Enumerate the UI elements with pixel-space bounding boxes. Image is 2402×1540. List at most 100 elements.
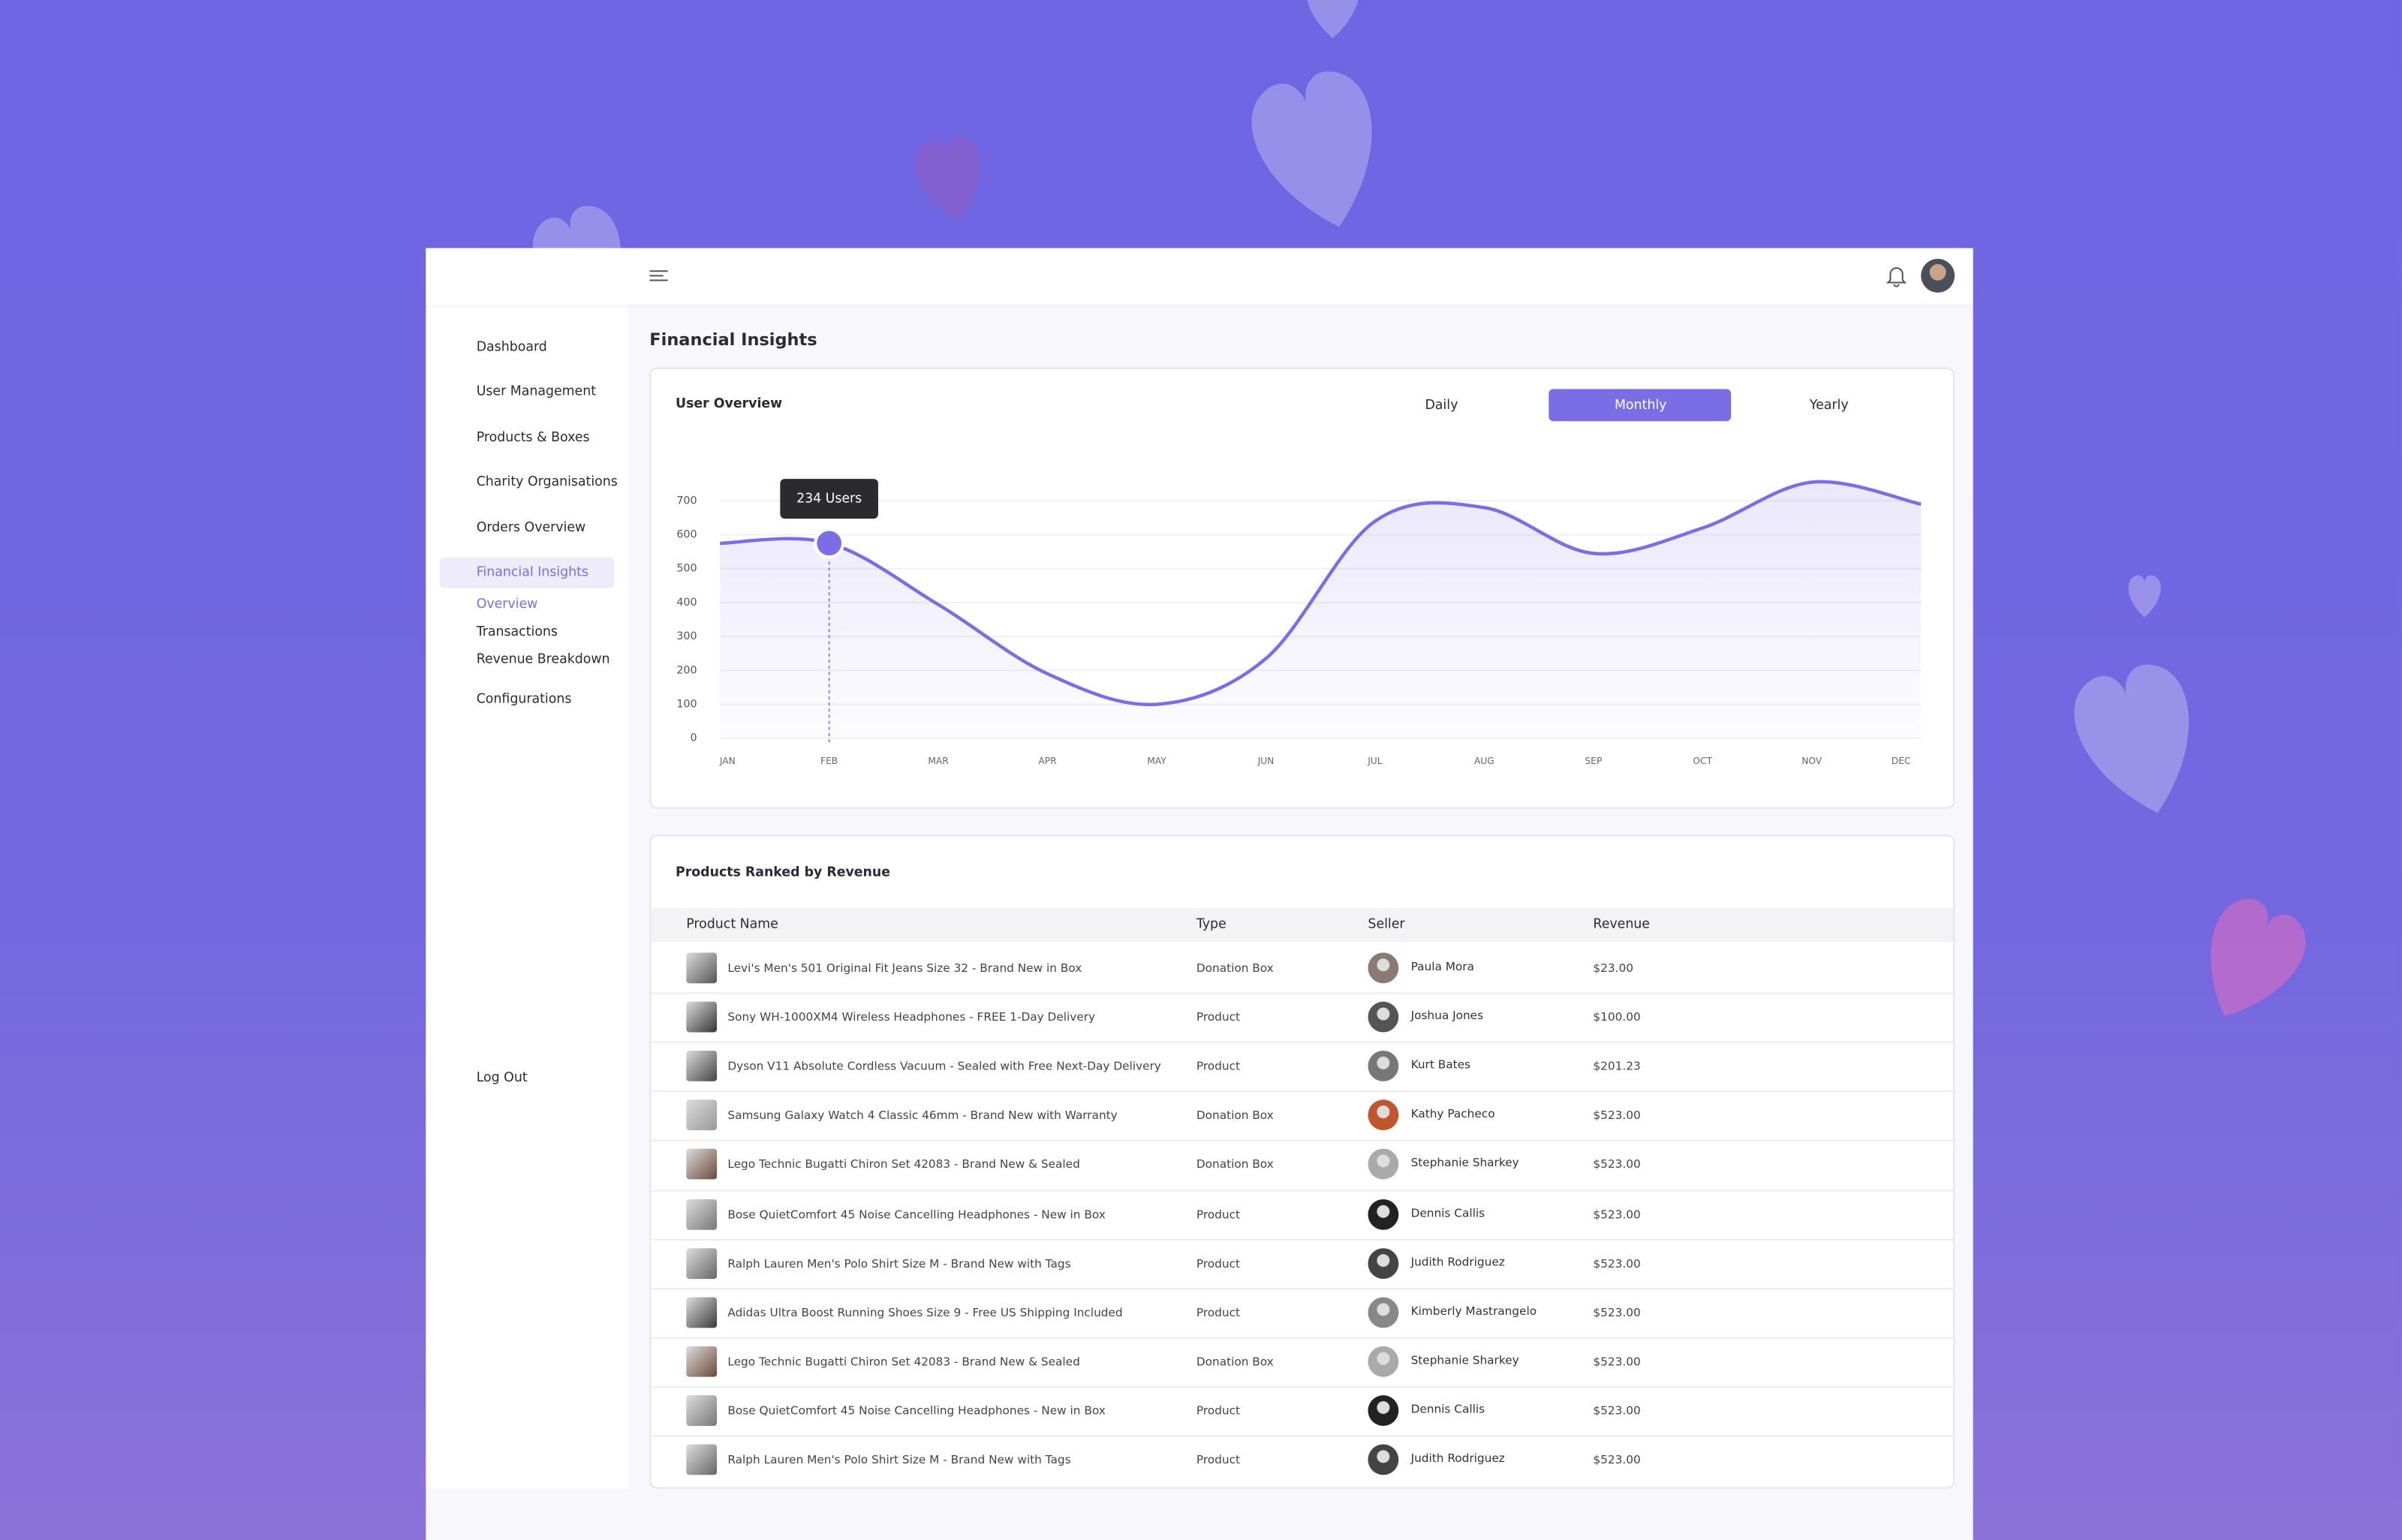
product-type: Donation Box	[1196, 1108, 1274, 1123]
product-name: Sony WH-1000XM4 Wireless Headphones - FR…	[727, 1010, 1096, 1024]
table-header-bg	[651, 908, 1954, 943]
seller-avatar	[1368, 1099, 1399, 1131]
product-thumbnail	[686, 1001, 718, 1033]
row-divider	[651, 1435, 1954, 1437]
seller-avatar	[1368, 1394, 1399, 1426]
seller-avatar	[1368, 1444, 1399, 1475]
seller-avatar	[1368, 1296, 1399, 1328]
sidebar: Dashboard User Management Products & Boxes…	[426, 248, 628, 1489]
product-thumbnail	[686, 1149, 718, 1181]
seller-name: Kimberly Mastrangelo	[1410, 1304, 1537, 1318]
product-name: Bose QuietComfort 45 Noise Cancelling He…	[727, 1207, 1106, 1221]
tooltip-bg	[780, 479, 878, 519]
seller-avatar	[1368, 1247, 1399, 1279]
product-name: Lego Technic Bugatti Chiron Set 42083 - …	[727, 1354, 1080, 1369]
column-header: Product Name	[686, 917, 778, 933]
subnav-item[interactable]: Transactions	[476, 624, 558, 641]
row-divider	[651, 1238, 1954, 1241]
tooltip: 234 Users	[796, 492, 862, 507]
page-title: Financial Insights	[649, 329, 817, 350]
product-type: Product	[1196, 1010, 1240, 1024]
y-tick-label: 300	[676, 630, 697, 642]
product-thumbnail	[686, 1247, 718, 1279]
product-name: Levi's Men's 501 Original Fit Jeans Size…	[727, 961, 1082, 975]
nav-item[interactable]: Orders Overview	[476, 520, 586, 537]
product-thumbnail	[686, 1444, 718, 1475]
table-card: Products Ranked by Revenue Product Name T…	[649, 835, 1955, 1489]
subnav-item[interactable]: Revenue Breakdown	[476, 652, 610, 668]
seller-name: Joshua Jones	[1410, 1009, 1484, 1023]
seller-name: Stephanie Sharkey	[1410, 1156, 1519, 1170]
revenue: $523.00	[1593, 1207, 1641, 1221]
x-tick-label: AUG	[1474, 756, 1494, 766]
tab[interactable]: Monthly	[1614, 397, 1667, 413]
row-divider	[651, 992, 1954, 994]
row-divider	[651, 1189, 1954, 1191]
product-thumbnail	[686, 1346, 718, 1377]
product-name: Bose QuietComfort 45 Noise Cancelling He…	[727, 1403, 1106, 1418]
product-type: Product	[1196, 1452, 1240, 1467]
product-thumbnail	[686, 1198, 718, 1229]
seller-avatar	[1368, 952, 1399, 984]
x-tick-label: MAY	[1147, 756, 1166, 766]
app-window: Dashboard User Management Products & Boxes…	[426, 248, 1973, 1540]
revenue: $523.00	[1593, 1108, 1641, 1123]
seller-name: Dennis Callis	[1410, 1402, 1485, 1416]
row-divider	[651, 1385, 1954, 1388]
logout[interactable]: Log Out	[476, 1070, 528, 1086]
seller-avatar	[1368, 1001, 1399, 1033]
nav-item[interactable]: Configurations	[476, 692, 572, 708]
y-tick-label: 400	[676, 597, 697, 609]
tab[interactable]: Daily	[1425, 397, 1458, 413]
x-tick-label: NOV	[1802, 756, 1823, 766]
row-divider	[651, 1140, 1954, 1142]
seller-name: Judith Rodriguez	[1410, 1451, 1505, 1466]
product-name: Ralph Lauren Men's Polo Shirt Size M - B…	[727, 1452, 1071, 1467]
subnav-item[interactable]: Overview	[476, 597, 538, 613]
nav-item[interactable]: Financial Insights	[476, 565, 588, 581]
revenue: $201.23	[1593, 1059, 1641, 1073]
product-thumbnail	[686, 1099, 718, 1131]
seller-avatar	[1368, 1149, 1399, 1181]
nav-active-bg	[439, 557, 615, 588]
revenue: $523.00	[1593, 1403, 1641, 1418]
nav-item[interactable]: Products & Boxes	[476, 430, 590, 446]
seller-name: Kurt Bates	[1410, 1057, 1471, 1072]
revenue: $523.00	[1593, 1256, 1641, 1271]
product-type: Product	[1196, 1059, 1240, 1073]
line-area	[720, 481, 1922, 738]
y-tick-label: 600	[676, 529, 697, 541]
notification-bell[interactable]	[1886, 263, 1907, 288]
product-thumbnail	[686, 1051, 718, 1082]
column-header: Type	[1196, 917, 1227, 933]
product-name: Samsung Galaxy Watch 4 Classic 46mm - Br…	[727, 1108, 1118, 1123]
x-tick-label: JUL	[1367, 756, 1383, 766]
card-title: Products Ranked by Revenue	[675, 865, 891, 881]
revenue: $23.00	[1593, 961, 1634, 975]
nav-item[interactable]: User Management	[476, 384, 597, 400]
x-tick-label: FEB	[820, 756, 838, 766]
x-tick-label: JUN	[1257, 756, 1275, 766]
product-name: Dyson V11 Absolute Cordless Vacuum - Sea…	[727, 1059, 1161, 1073]
highlight-point[interactable]	[814, 528, 845, 559]
y-tick-label: 0	[690, 732, 697, 744]
revenue: $523.00	[1593, 1305, 1641, 1319]
card-title: User Overview	[675, 396, 783, 412]
seller-avatar	[1368, 1198, 1399, 1229]
user-avatar[interactable]	[1921, 258, 1955, 293]
tab-active-bg	[1549, 389, 1732, 422]
x-tick-label: APR	[1038, 756, 1057, 766]
x-tick-label: DEC	[1892, 756, 1911, 766]
nav-item[interactable]: Charity Organisations	[476, 474, 618, 491]
nav-item[interactable]: Dashboard	[476, 340, 547, 356]
x-tick-label: SEP	[1585, 756, 1602, 766]
tab[interactable]: Yearly	[1809, 397, 1849, 413]
seller-name: Kathy Pacheco	[1410, 1107, 1495, 1121]
product-type: Donation Box	[1196, 961, 1274, 975]
seller-name: Dennis Callis	[1410, 1205, 1485, 1220]
seller-name: Paula Mora	[1410, 959, 1474, 973]
row-divider	[651, 1287, 1954, 1289]
product-name: Ralph Lauren Men's Polo Shirt Size M - B…	[727, 1256, 1071, 1271]
column-header: Seller	[1368, 917, 1405, 933]
menu-button[interactable]	[649, 268, 668, 283]
